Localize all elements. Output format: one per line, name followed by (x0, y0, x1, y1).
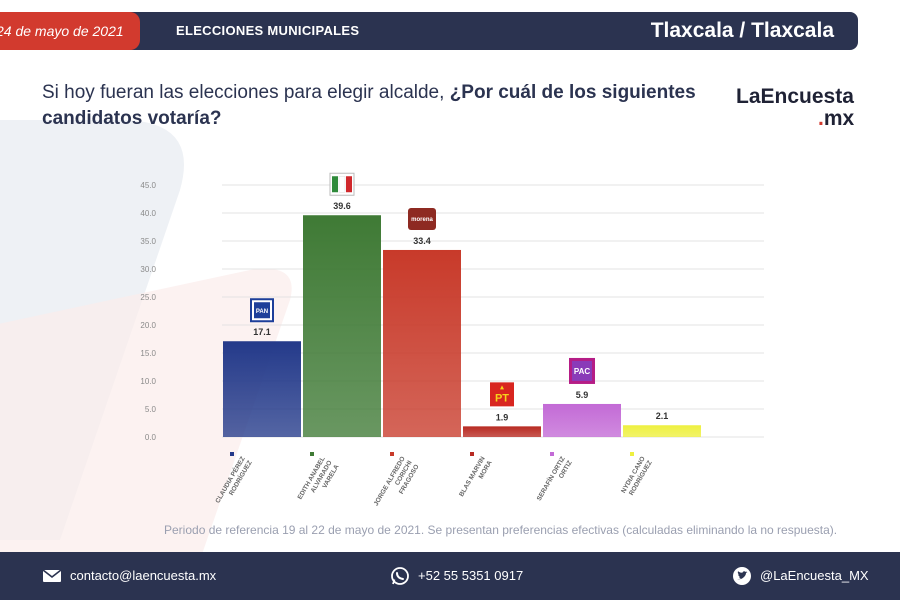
y-tick-label: 0.0 (145, 433, 157, 442)
place-title: Tlaxcala / Tlaxcala (650, 19, 834, 42)
morena-logo-icon (408, 207, 436, 230)
data-label: 5.9 (576, 390, 589, 400)
y-tick-label: 40.0 (140, 209, 156, 218)
data-label: 17.1 (253, 327, 271, 337)
pac-logo-text: PAC (574, 367, 591, 376)
y-tick-label: 35.0 (140, 237, 156, 246)
category-marker (390, 452, 394, 456)
question-part-2: ¿Por cuál de los siguientes candidatos v… (42, 82, 696, 129)
footer-email-text: contacto@laencuesta.mx (70, 568, 217, 583)
morena-logo-text: morena (411, 217, 433, 223)
survey-question: Si hoy fueran las elecciones para elegir… (42, 80, 732, 132)
date-badge: 24 de mayo de 2021 (0, 12, 140, 50)
footer-email[interactable]: contacto@laencuesta.mx (42, 552, 216, 600)
category-marker (230, 452, 234, 456)
bar (303, 215, 381, 437)
question-part-1: Si hoy fueran las elecciones para elegir… (42, 82, 445, 103)
brand-logo: LaEncuesta .mx (736, 86, 876, 130)
header-bar (0, 12, 858, 50)
footer-twitter[interactable]: @LaEncuesta_MX (732, 552, 869, 600)
data-label: 2.1 (656, 411, 669, 421)
y-tick-label: 25.0 (140, 293, 156, 302)
y-tick-label: 30.0 (140, 265, 156, 274)
footer-bar: contacto@laencuesta.mx +52 55 5351 0917 … (0, 552, 900, 600)
data-label: 39.6 (333, 201, 351, 211)
brand-name: LaEncuesta (736, 85, 854, 108)
pri-logo-green (332, 176, 338, 193)
brand-domain: mx (823, 107, 855, 130)
footer-twitter-text: @LaEncuesta_MX (760, 568, 869, 583)
bar (383, 249, 461, 437)
date-text: 24 de mayo de 2021 (0, 23, 124, 39)
data-label: 33.4 (413, 236, 431, 246)
category-marker (310, 452, 314, 456)
category-marker (550, 452, 554, 456)
whatsapp-icon (391, 567, 409, 585)
category-marker (630, 452, 634, 456)
y-tick-label: 45.0 (140, 181, 156, 190)
section-title: ELECCIONES MUNICIPALES (176, 23, 360, 38)
mail-icon (42, 569, 62, 582)
footnote: Periodo de referencia 19 al 22 de mayo d… (164, 523, 838, 537)
pri-logo-white (338, 175, 346, 193)
y-tick-label: 5.0 (145, 405, 157, 414)
pt-logo-text: PT (495, 392, 509, 404)
footer-phone-text: +52 55 5351 0917 (418, 568, 524, 583)
pt-logo-star (500, 385, 504, 390)
brand-dot: . (818, 107, 824, 130)
y-tick-label: 10.0 (140, 377, 156, 386)
y-tick-label: 20.0 (140, 321, 156, 330)
footer-phone[interactable]: +52 55 5351 0917 (390, 552, 523, 600)
background-band-pink (0, 268, 292, 560)
twitter-icon (733, 567, 751, 585)
category-marker (470, 452, 474, 456)
pan-logo-text: PAN (256, 309, 268, 315)
pri-logo-red (346, 176, 352, 193)
bar (463, 426, 541, 437)
y-tick-label: 15.0 (140, 349, 156, 358)
data-label: 1.9 (496, 412, 509, 422)
bar (223, 341, 301, 437)
pac-logo-inner (572, 360, 592, 381)
bar (543, 403, 621, 437)
pan-logo-fill (254, 302, 270, 319)
bar (623, 425, 701, 437)
